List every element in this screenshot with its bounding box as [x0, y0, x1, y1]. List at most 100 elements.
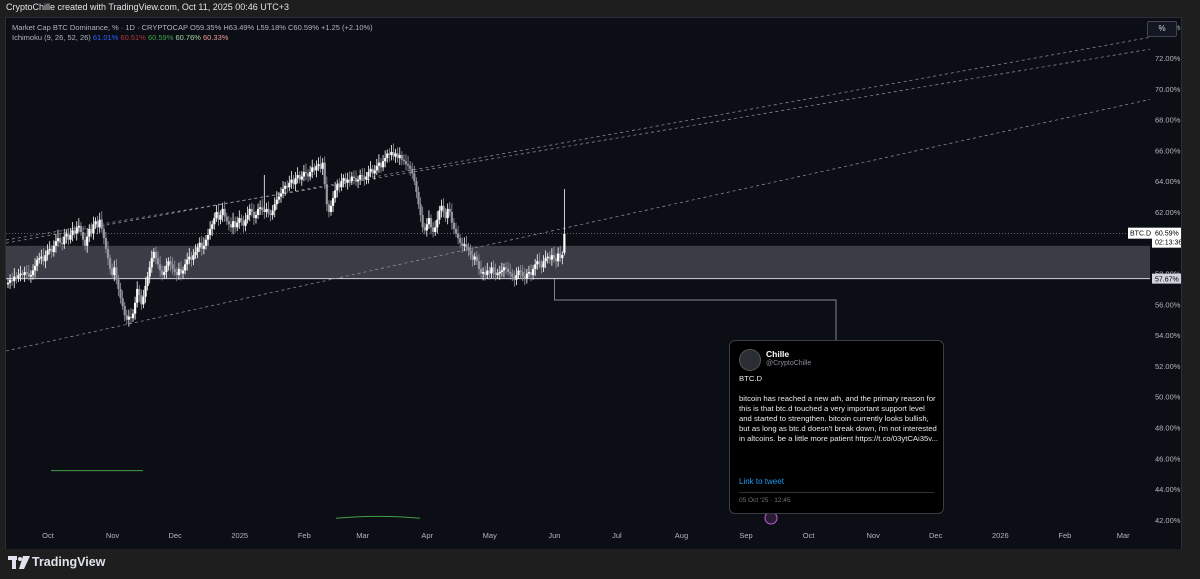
candle-body [494, 272, 497, 276]
candle-body [6, 282, 10, 285]
footer: TradingView [0, 549, 1200, 579]
candle-body [244, 219, 247, 226]
x-tick-label: Feb [1058, 531, 1071, 540]
candle-body [175, 272, 178, 276]
candle-body [523, 276, 526, 279]
candle-body [290, 179, 293, 183]
candle-body [450, 211, 453, 223]
candle-body [219, 215, 222, 220]
candle-body [27, 273, 30, 277]
candle-body [500, 270, 503, 272]
candle-body [386, 153, 389, 159]
chart-panel[interactable]: 42.00% 44.00% 46.00% 48.00% 50.00% 52.00% 54.0… [5, 17, 1182, 550]
candle-body [94, 221, 97, 225]
candle-body [315, 165, 318, 171]
candle-body [554, 258, 558, 262]
price-tag-countdown: 02:13:36 [1155, 240, 1181, 247]
candle-body [559, 253, 562, 259]
candle-body [496, 273, 499, 276]
candle-body [367, 171, 370, 177]
candle-body [419, 204, 422, 216]
candle-body [119, 288, 122, 299]
y-tick-label: 72.00% [1155, 54, 1181, 63]
x-tick-label: Aug [675, 531, 688, 540]
candle-body [532, 268, 535, 276]
candle-body [146, 276, 149, 286]
ichimoku-value-3: 60.59% [145, 33, 174, 42]
candle-body [196, 247, 199, 252]
candle-body [77, 225, 80, 228]
y-tick-label: 70.00% [1155, 85, 1181, 94]
candle-body [390, 151, 393, 156]
x-tick-label: Mar [356, 531, 369, 540]
price-chart[interactable]: 42.00% 44.00% 46.00% 48.00% 50.00% 52.00% 54.0… [6, 18, 1181, 549]
candle-body [98, 219, 101, 228]
candle-body [102, 228, 105, 239]
candle-body [48, 248, 51, 251]
candle-body [23, 272, 26, 276]
candle-body [321, 162, 324, 169]
candle-body [79, 225, 83, 232]
candle-body [44, 255, 47, 262]
candle-body [400, 155, 403, 160]
indicator-legend[interactable]: Ichimoku (9, 26, 52, 26) 61.01% 60.51% 6… [12, 33, 228, 42]
candle-body [84, 239, 87, 246]
candle-body [365, 176, 368, 180]
candle-body [171, 264, 174, 269]
candle-body [331, 198, 335, 206]
candle-body [504, 267, 508, 269]
tweet-card[interactable]: Chille @CryptoChille BTC.D bitcoin has r… [729, 340, 944, 514]
candle-body [204, 239, 208, 246]
candle-body [440, 205, 443, 211]
x-tick-label: May [483, 531, 497, 540]
candle-body [277, 196, 280, 200]
candle-body [346, 179, 349, 183]
candle-body [498, 272, 501, 274]
candle-body [169, 261, 172, 265]
candle-body [67, 233, 70, 240]
candle-body [479, 268, 483, 274]
candle-body [246, 215, 249, 220]
candle-body [359, 175, 362, 180]
symbol-tag [1128, 227, 1152, 239]
candle-body [15, 276, 18, 279]
tweet-divider [739, 492, 934, 493]
y-tick-label: 68.00% [1155, 116, 1181, 125]
candle-body [288, 182, 291, 188]
candle-body [552, 255, 556, 259]
candle-body [254, 215, 258, 219]
candle-body [65, 233, 68, 237]
candle-body [517, 270, 520, 276]
candle-body [363, 176, 366, 180]
candle-body [323, 162, 326, 185]
candle-body [256, 208, 260, 216]
candle-body [381, 161, 385, 168]
candle-body [192, 255, 195, 260]
candle-body [115, 267, 118, 280]
candle-body [306, 173, 310, 177]
candle-body [296, 175, 299, 179]
candle-body [265, 208, 268, 212]
candle-body [179, 268, 183, 274]
candle-body [271, 210, 274, 216]
candle-body [442, 205, 445, 212]
tweet-link[interactable]: Link to tweet [739, 477, 784, 486]
candle-body [415, 181, 418, 192]
candle-body [298, 175, 301, 180]
candle-body [336, 184, 339, 191]
candle-body [550, 255, 553, 260]
avatar [739, 349, 761, 371]
candle-body [225, 216, 228, 222]
percent-scale-button[interactable]: % [1147, 21, 1177, 37]
candle-body [33, 265, 37, 271]
candle-body [352, 176, 356, 179]
candle-body [515, 275, 518, 280]
candle-body [100, 219, 103, 229]
candle-body [238, 218, 241, 223]
candle-body [548, 256, 551, 260]
candle-body [356, 179, 360, 182]
candle-body [371, 168, 374, 174]
candle-body [181, 270, 185, 274]
candle-body [429, 218, 433, 228]
candle-body [463, 244, 466, 246]
